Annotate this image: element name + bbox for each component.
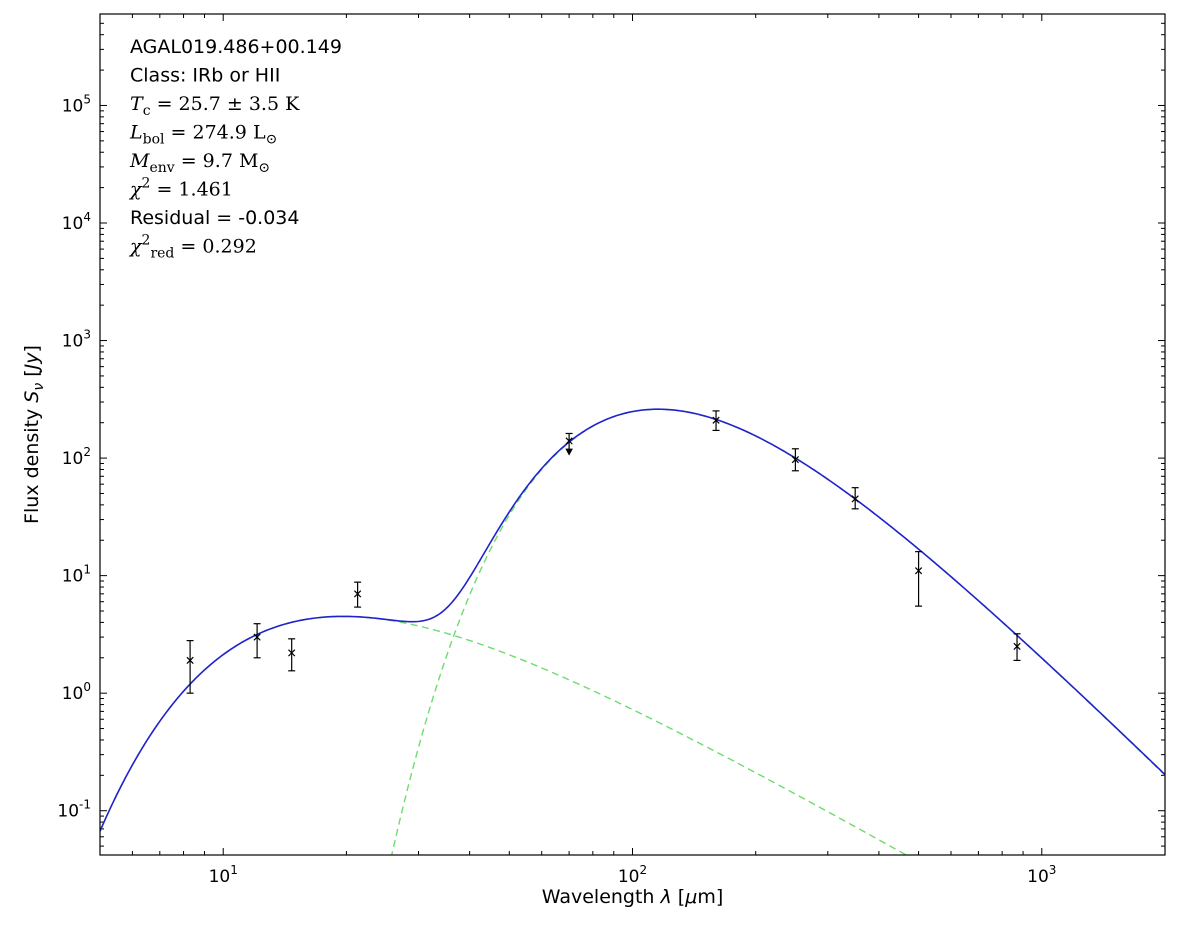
data-point: [288, 638, 296, 672]
data-point: [851, 487, 859, 510]
data-point: [1013, 633, 1021, 662]
data-point: [253, 623, 261, 659]
annotation-line: χ2red = 0.292: [128, 233, 257, 262]
svg-text:105: 105: [62, 92, 91, 116]
total-fit-curve: [100, 408, 1165, 832]
data-point: [712, 410, 720, 432]
svg-text:103: 103: [1027, 863, 1056, 887]
svg-text:104: 104: [62, 210, 91, 234]
svg-text:103: 103: [62, 328, 91, 352]
down-arrow-marker: [565, 448, 573, 456]
annotation-line: Tc = 25.7 ± 3.5 K: [130, 93, 300, 119]
data-point: [353, 581, 362, 608]
data-point: [914, 551, 923, 607]
data-point: [791, 448, 799, 472]
annotation-line: Residual = -0.034: [130, 207, 300, 229]
svg-text:102: 102: [62, 445, 91, 469]
fit-curves: [100, 408, 1165, 855]
svg-text:102: 102: [618, 863, 647, 887]
svg-text:101: 101: [209, 863, 238, 887]
svg-text:10-1: 10-1: [57, 798, 91, 822]
annotation-line: Lbol = 274.9 L⊙: [129, 122, 277, 148]
data-points: [186, 410, 1021, 694]
data-point: [186, 640, 194, 694]
axis-labels: Wavelength λ [μm] Flux density Sν [Jy]: [21, 345, 723, 908]
data-point: [565, 432, 573, 456]
annotation-line: Class: IRb or HII: [130, 65, 280, 87]
axis-ticks: [100, 14, 1165, 855]
annotation-line: Menv = 9.7 M⊙: [129, 150, 270, 176]
annotation-line: AGAL019.486+00.149: [130, 36, 342, 58]
y-axis-label: Flux density Sν [Jy]: [21, 345, 47, 524]
x-axis-label: Wavelength λ [μm]: [542, 886, 723, 908]
annotation-block: AGAL019.486+00.149 Class: IRb or HII Tc = …: [128, 36, 342, 262]
annotation-line: χ2 = 1.461: [128, 176, 233, 201]
tick-labels: 101 102 103 10-1 100 101 102 103 104 105: [57, 92, 1056, 887]
svg-text:100: 100: [62, 680, 91, 704]
svg-text:101: 101: [62, 563, 91, 587]
axes-frame: [99, 13, 1166, 856]
